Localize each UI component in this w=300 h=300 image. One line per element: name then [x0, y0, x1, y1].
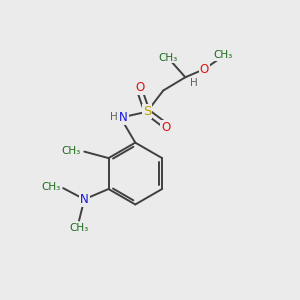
Text: CH₃: CH₃	[61, 146, 81, 156]
Text: CH₃: CH₃	[213, 50, 232, 61]
Text: O: O	[135, 81, 144, 94]
Text: S: S	[143, 105, 151, 118]
Text: O: O	[200, 62, 209, 76]
Text: O: O	[161, 122, 170, 134]
Text: CH₃: CH₃	[42, 182, 61, 192]
Text: CH₃: CH₃	[69, 223, 89, 233]
Text: N: N	[119, 111, 128, 124]
Text: N: N	[80, 193, 89, 206]
Text: H: H	[110, 112, 118, 122]
Text: CH₃: CH₃	[158, 53, 177, 63]
Text: H: H	[190, 78, 197, 88]
